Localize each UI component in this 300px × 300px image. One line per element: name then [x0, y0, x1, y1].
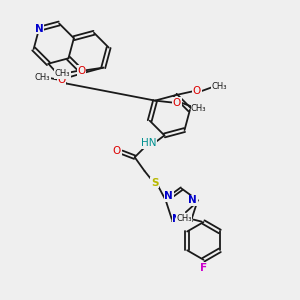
- Text: O: O: [57, 74, 65, 85]
- Text: O: O: [77, 66, 86, 76]
- Text: N: N: [188, 195, 197, 205]
- Text: O: O: [173, 98, 181, 108]
- Text: N: N: [164, 191, 173, 201]
- Text: CH₃: CH₃: [35, 73, 50, 82]
- Text: HN: HN: [141, 138, 156, 148]
- Text: CH₃: CH₃: [211, 82, 226, 91]
- Text: CH₃: CH₃: [176, 214, 192, 223]
- Text: S: S: [151, 178, 158, 188]
- Text: CH₃: CH₃: [191, 104, 206, 113]
- Text: F: F: [200, 263, 207, 273]
- Text: CH₃: CH₃: [55, 69, 70, 78]
- Text: N: N: [172, 214, 181, 224]
- Text: O: O: [113, 146, 121, 156]
- Text: N: N: [35, 24, 44, 34]
- Text: O: O: [193, 86, 201, 96]
